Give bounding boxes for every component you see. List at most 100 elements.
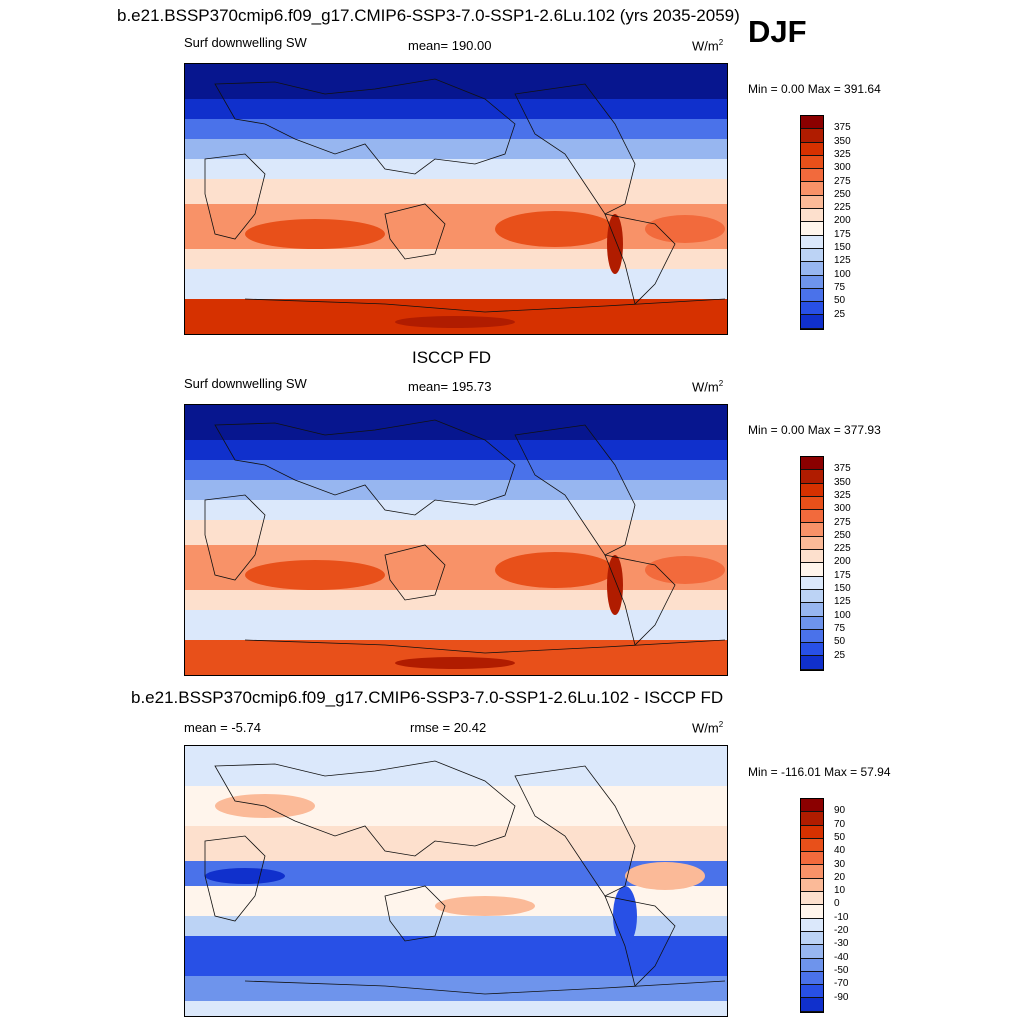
coastline xyxy=(604,213,676,305)
coastline xyxy=(604,554,676,646)
colorbar-label: 300 xyxy=(834,503,851,515)
field-patch xyxy=(607,555,623,615)
colorbar-label: 300 xyxy=(834,162,851,174)
panel3-minmax: Min = -116.01 Max = 57.94 xyxy=(748,765,891,779)
colorbar-label: 325 xyxy=(834,489,851,501)
colorbar-label: 150 xyxy=(834,583,851,594)
colorbar-swatch xyxy=(801,248,823,263)
panel1-variable: Surf downwelling SW xyxy=(184,35,307,50)
colorbar-swatch xyxy=(801,812,823,826)
panel1-colorbar xyxy=(800,115,824,330)
colorbar-label: 50 xyxy=(834,636,846,648)
panel1-minmax: Min = 0.00 Max = 391.64 xyxy=(748,82,881,96)
panel3-mean: mean = -5.74 xyxy=(184,720,261,735)
colorbar-swatch xyxy=(801,182,823,196)
colorbar-label: -40 xyxy=(834,951,849,963)
field-band xyxy=(185,99,727,119)
colorbar-swatch xyxy=(801,550,823,564)
field-patch xyxy=(495,211,615,247)
field-band xyxy=(185,610,727,640)
panel3-map xyxy=(184,745,728,1017)
colorbar-swatch xyxy=(801,169,823,183)
field-band xyxy=(185,179,727,204)
field-patch xyxy=(205,868,285,884)
field-patch xyxy=(435,896,535,916)
panel2-colorbar xyxy=(800,456,824,671)
colorbar-swatch xyxy=(801,865,823,879)
panel2-mean: mean= 195.73 xyxy=(408,379,492,394)
colorbar-swatch xyxy=(801,470,823,484)
colorbar-label: 0 xyxy=(834,898,840,910)
field-patch xyxy=(245,560,385,590)
field-band xyxy=(185,746,727,786)
panel2-minmax: Min = 0.00 Max = 377.93 xyxy=(748,423,881,437)
colorbar-label: 25 xyxy=(834,649,846,661)
panel1-mean: mean= 190.00 xyxy=(408,38,492,53)
panel1-units: W/m2 xyxy=(692,38,724,54)
colorbar-label: 125 xyxy=(834,596,851,608)
field-patch xyxy=(245,219,385,249)
colorbar-label: 50 xyxy=(834,295,846,307)
field-patch xyxy=(495,552,615,588)
field-band xyxy=(185,64,727,99)
colorbar-swatch xyxy=(801,496,823,511)
field-band xyxy=(185,460,727,480)
field-band xyxy=(185,480,727,500)
colorbar-label: 100 xyxy=(834,268,851,280)
colorbar-label: -30 xyxy=(834,938,849,950)
colorbar-swatch xyxy=(801,302,823,316)
field-band xyxy=(185,139,727,159)
colorbar-swatch xyxy=(801,288,823,303)
colorbar-label: 250 xyxy=(834,529,851,541)
coastline xyxy=(604,895,676,987)
colorbar-label: -10 xyxy=(834,911,849,923)
field-band xyxy=(185,976,727,1001)
colorbar-label: 20 xyxy=(834,871,846,883)
season-label: DJF xyxy=(748,14,807,49)
colorbar-label: 125 xyxy=(834,255,851,267)
colorbar-label: 350 xyxy=(834,476,851,488)
colorbar-swatch xyxy=(801,945,823,959)
colorbar-swatch xyxy=(801,971,823,986)
colorbar-label: 250 xyxy=(834,188,851,200)
colorbar-swatch xyxy=(801,799,823,813)
colorbar-label: -70 xyxy=(834,978,849,990)
coastline xyxy=(244,639,726,654)
panel2-variable: Surf downwelling SW xyxy=(184,376,307,391)
colorbar-swatch xyxy=(801,129,823,143)
colorbar-swatch xyxy=(801,222,823,236)
colorbar-swatch xyxy=(801,629,823,644)
colorbar-swatch xyxy=(801,155,823,170)
coastline xyxy=(214,760,516,857)
coastline xyxy=(384,544,446,601)
coastline xyxy=(204,153,266,240)
colorbar-swatch xyxy=(801,878,823,893)
field-patch xyxy=(395,657,515,669)
field-band xyxy=(185,936,727,976)
panel1-title: b.e21.BSSP370cmip6.f09_g17.CMIP6-SSP3-7.… xyxy=(117,6,740,25)
coastline xyxy=(514,83,636,215)
panel3-colorbar xyxy=(800,798,824,1013)
colorbar-label: 350 xyxy=(834,135,851,147)
colorbar-label: 325 xyxy=(834,148,851,160)
coastline xyxy=(204,494,266,581)
field-patch xyxy=(613,886,637,946)
panel1-map xyxy=(184,63,728,335)
coastline xyxy=(514,765,636,897)
field-band xyxy=(185,119,727,139)
colorbar-swatch xyxy=(801,457,823,471)
colorbar-label: 75 xyxy=(834,622,846,634)
colorbar-label: 200 xyxy=(834,215,851,227)
colorbar-swatch xyxy=(801,589,823,604)
colorbar-label: -90 xyxy=(834,991,849,1003)
colorbar-swatch xyxy=(801,931,823,946)
colorbar-label: 75 xyxy=(834,281,846,293)
colorbar-swatch xyxy=(801,483,823,497)
field-band xyxy=(185,269,727,299)
field-band xyxy=(185,249,727,269)
field-patch xyxy=(625,862,705,890)
colorbar-label: 100 xyxy=(834,609,851,621)
colorbar-swatch xyxy=(801,905,823,919)
colorbar-label: 30 xyxy=(834,858,846,870)
colorbar-label: 225 xyxy=(834,202,851,214)
